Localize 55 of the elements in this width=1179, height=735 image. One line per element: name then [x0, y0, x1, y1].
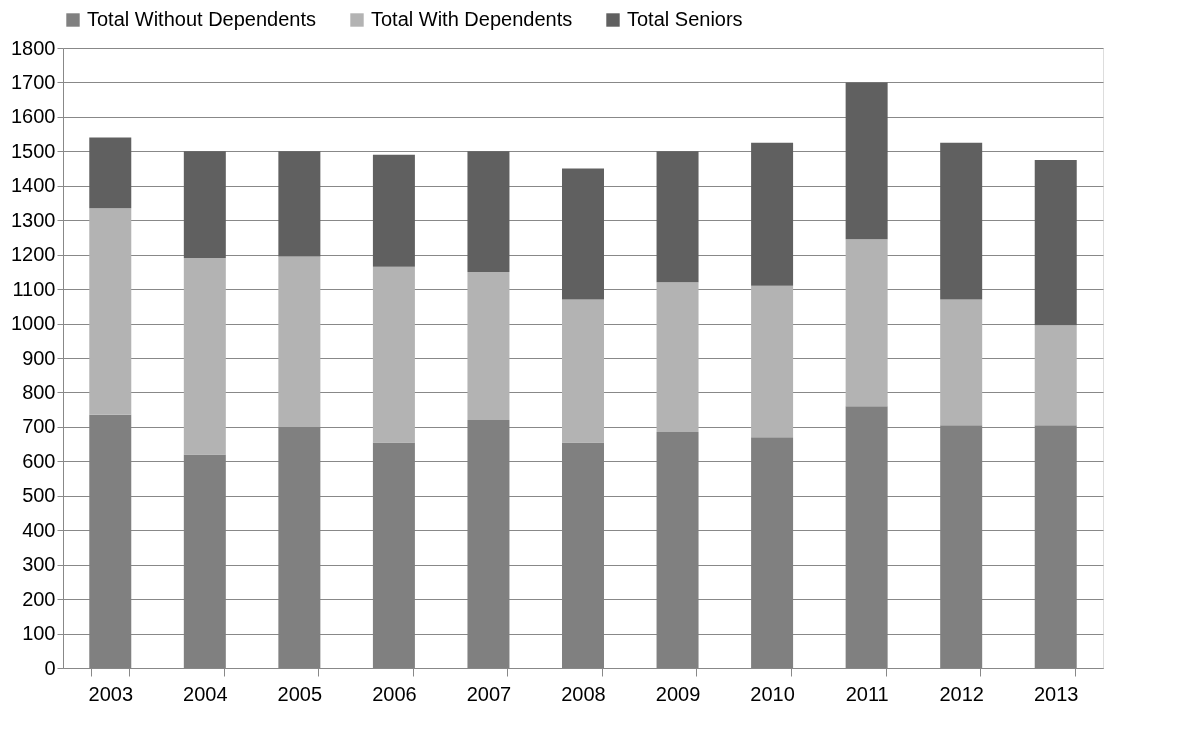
y-tick-label: 1000 — [11, 312, 56, 335]
x-tick-label: 2012 — [939, 682, 984, 705]
bar — [183, 151, 226, 259]
bar — [183, 258, 226, 455]
x-tick-label: 2005 — [277, 682, 323, 705]
y-tick-label: 600 — [22, 449, 56, 472]
bar — [940, 299, 983, 426]
y-tick-label: 1300 — [11, 208, 56, 231]
y-tick-label: 1400 — [11, 174, 56, 197]
x-tick-label: 2009 — [655, 682, 701, 705]
bar — [751, 285, 794, 438]
bar — [372, 154, 415, 267]
bar — [562, 168, 604, 300]
bar — [751, 142, 794, 286]
bar — [845, 239, 888, 407]
y-tick-label: 700 — [22, 415, 56, 438]
x-tick-label: 2008 — [561, 682, 606, 705]
y-tick-label: 1700 — [11, 70, 56, 93]
x-tick-label: 2010 — [750, 682, 795, 705]
bar — [372, 266, 415, 443]
bar — [940, 142, 983, 300]
bar — [278, 256, 321, 427]
y-tick-label: 200 — [22, 587, 56, 610]
bar — [656, 282, 699, 433]
legend-label: Total Seniors — [627, 8, 743, 30]
y-tick-label: 1200 — [11, 243, 56, 266]
bar — [467, 151, 510, 272]
x-tick-label: 2013 — [1033, 682, 1079, 705]
x-tick-label: 2011 — [845, 682, 889, 705]
legend-label: Total Without Dependents — [87, 8, 317, 30]
y-tick-label: 500 — [22, 484, 56, 507]
y-tick-label: 1600 — [11, 105, 56, 128]
legend-label: Total With Dependents — [371, 8, 573, 30]
y-tick-label: 900 — [22, 346, 56, 369]
bar — [656, 151, 699, 283]
bar — [467, 271, 510, 420]
bar — [1034, 159, 1077, 326]
x-tick-label: 2004 — [183, 682, 228, 705]
bar — [89, 208, 132, 415]
y-tick-label: 300 — [22, 553, 56, 576]
x-tick-label: 2003 — [88, 682, 134, 705]
bar — [1034, 325, 1077, 426]
y-tick-label: 400 — [22, 518, 56, 541]
y-tick-label: 0 — [44, 656, 56, 679]
y-tick-label: 1500 — [11, 139, 56, 162]
y-tick-label: 100 — [22, 622, 56, 645]
y-tick-label: 1100 — [12, 277, 56, 300]
x-tick-label: 2006 — [372, 682, 417, 705]
y-tick-label: 800 — [22, 380, 56, 403]
bar — [89, 137, 132, 209]
x-tick-label: 2007 — [466, 682, 512, 705]
bar — [562, 299, 604, 443]
bar — [278, 151, 321, 257]
y-tick-label: 1800 — [11, 36, 56, 59]
bar — [845, 82, 888, 240]
